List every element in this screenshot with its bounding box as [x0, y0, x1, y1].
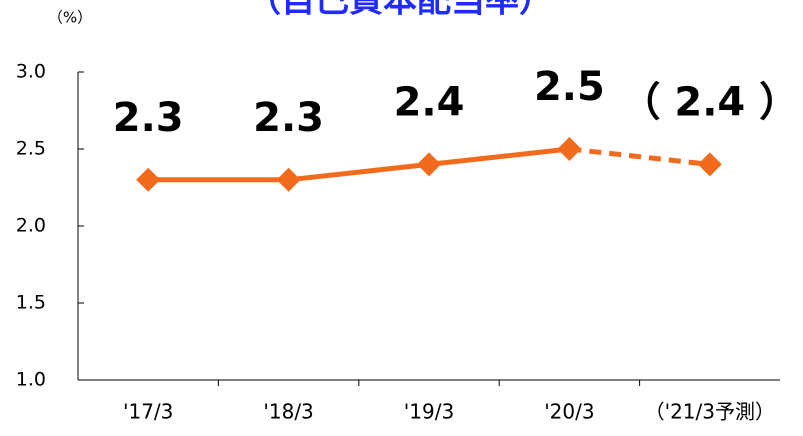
marker — [136, 167, 161, 192]
marker — [557, 137, 582, 161]
chart-title: （自己資本配当率） — [247, 0, 553, 21]
value-label: 2.3 — [113, 95, 184, 141]
marker — [417, 152, 441, 177]
line-segment — [428, 146, 570, 167]
line-segment — [569, 146, 711, 167]
value-label: 2.4 — [394, 79, 465, 125]
y-tick-label: 2.5 — [16, 138, 46, 160]
value-label: （ 2.4 ） — [620, 79, 799, 125]
y-unit: （%） — [48, 9, 92, 27]
marker — [697, 152, 722, 177]
y-tick-label: 1.5 — [16, 292, 46, 314]
x-tick-label: '18/3 — [263, 400, 313, 424]
y-tick-label: 1.0 — [16, 369, 46, 391]
x-tick-label: （'21/3予測） — [645, 400, 775, 424]
y-tick-label: 3.0 — [16, 61, 46, 83]
value-label: 2.5 — [534, 64, 605, 110]
line-segment — [288, 161, 430, 183]
x-tick-label: '20/3 — [544, 400, 594, 424]
y-tick-label: 2.0 — [16, 215, 46, 237]
x-tick-label: '19/3 — [404, 400, 454, 424]
marker — [276, 167, 301, 192]
x-tick-label: '17/3 — [123, 400, 173, 424]
value-label: 2.3 — [253, 95, 324, 141]
